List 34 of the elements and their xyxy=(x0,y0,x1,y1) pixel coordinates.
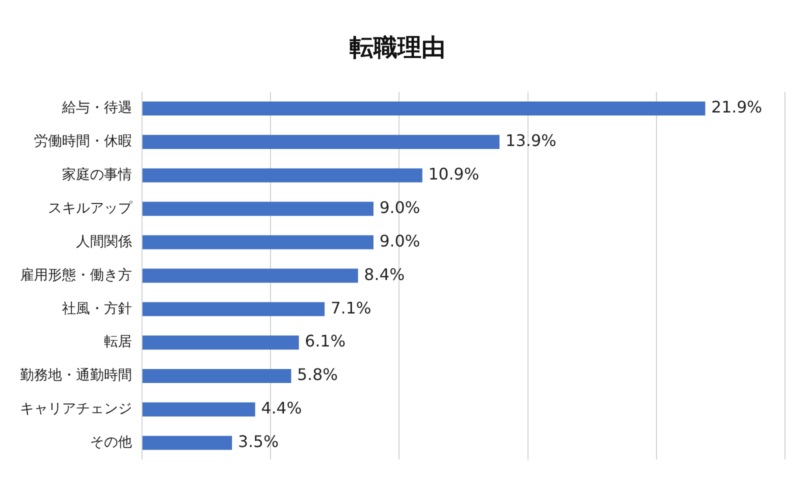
data-label: 10.9% xyxy=(428,164,480,184)
y-tick-label: その他 xyxy=(90,434,132,451)
y-tick-label: 転居 xyxy=(104,334,132,350)
data-label: 13.9% xyxy=(506,131,556,150)
y-tick-label: 給与・待遇 xyxy=(61,100,132,116)
y-tick-label: 社風・方針 xyxy=(62,300,132,317)
data-label: 21.9% xyxy=(711,98,762,117)
y-tick-label: 人間関係 xyxy=(76,234,132,250)
y-tick-label: 家庭の事情 xyxy=(62,167,132,184)
bar xyxy=(142,101,706,116)
bar xyxy=(142,368,292,384)
bar xyxy=(142,134,500,149)
bar xyxy=(142,402,256,416)
data-label: 9.0% xyxy=(379,198,420,217)
y-tick-label: キャリアチェンジ xyxy=(20,401,132,418)
y-tick-label: 雇用形態・働き方 xyxy=(20,267,132,284)
data-label: 8.4% xyxy=(364,264,405,284)
data-label: 4.4% xyxy=(261,398,302,418)
bar xyxy=(142,235,374,250)
bar xyxy=(142,168,422,182)
bar xyxy=(142,336,299,350)
y-tick-label: 労働時間・休暇 xyxy=(34,134,132,150)
y-tick-label: 勤務地・通勤時間 xyxy=(20,368,132,384)
data-label: 5.8% xyxy=(297,365,338,384)
data-label: 6.1% xyxy=(304,332,346,351)
data-label: 7.1% xyxy=(330,298,372,318)
bar xyxy=(142,268,358,283)
bar xyxy=(142,436,232,450)
bar xyxy=(142,202,374,216)
y-tick-label: スキルアップ xyxy=(48,200,133,216)
bar xyxy=(142,302,325,316)
data-label: 9.0% xyxy=(379,231,420,250)
data-label: 3.5% xyxy=(238,432,279,452)
chart-title: 転職理由 xyxy=(350,34,446,62)
